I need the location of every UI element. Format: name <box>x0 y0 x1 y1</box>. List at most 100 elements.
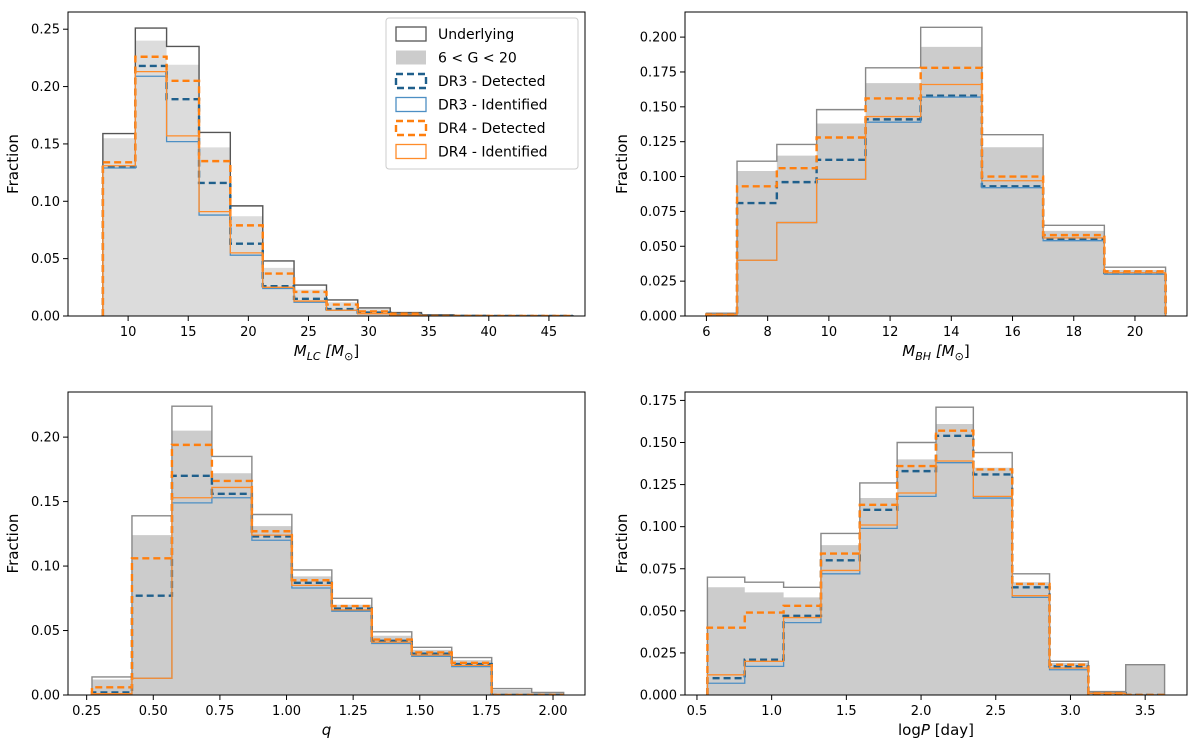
legend-swatch <box>396 50 426 65</box>
series-fill-6-g-20 <box>102 40 573 316</box>
plot-area <box>705 26 1167 316</box>
legend-item: DR4 - Identified <box>395 143 548 161</box>
x-tick-label: 1.75 <box>472 704 501 719</box>
x-tick-label: 6 <box>702 325 710 340</box>
plot-area <box>90 405 565 695</box>
x-axis-label: logP [day] <box>898 721 974 739</box>
series-step-dr4-detected <box>90 443 564 695</box>
legend-item: DR3 - Identified <box>395 96 548 114</box>
legend-item: DR4 - Detected <box>394 119 546 137</box>
x-tick-label: 12 <box>882 325 899 340</box>
y-tick-label: 0.175 <box>640 394 677 409</box>
x-tick-label: 14 <box>943 325 960 340</box>
plot-area <box>706 406 1166 695</box>
y-tick-label: 0.20 <box>31 80 60 95</box>
x-axis-label: q <box>322 721 332 739</box>
legend-box <box>385 17 579 170</box>
y-tick-label: 0.100 <box>640 520 677 535</box>
x-tick-label: 20 <box>240 325 257 340</box>
x-tick-label: 1.5 <box>836 704 857 719</box>
y-tick-label: 0.10 <box>31 560 60 575</box>
series-step-dr4-identified <box>91 486 564 695</box>
x-tick-label: 3.0 <box>1060 704 1081 719</box>
y-tick-label: 0.10 <box>31 195 60 210</box>
y-tick-label: 0.025 <box>640 646 677 661</box>
legend-label: DR3 - Detected <box>438 74 546 90</box>
y-tick-label: 0.000 <box>640 310 677 325</box>
y-tick-label: 0.125 <box>640 478 677 493</box>
y-tick-label: 0.00 <box>31 310 60 325</box>
series-step-dr3-detected <box>705 94 1167 316</box>
x-tick-label: 1.25 <box>339 704 368 719</box>
legend-swatch <box>395 26 427 42</box>
series-step-dr4-identified <box>705 83 1167 316</box>
series-step-underlying <box>705 26 1167 316</box>
x-tick-label: 30 <box>360 325 377 340</box>
x-tick-label: 45 <box>541 325 558 340</box>
series-step-dr4-detected <box>705 66 1167 316</box>
y-tick-label: 0.175 <box>640 65 677 80</box>
y-tick-label: 0.05 <box>31 252 60 267</box>
x-tick-label: 10 <box>120 325 137 340</box>
y-tick-label: 0.00 <box>31 689 60 704</box>
x-axis-label: MLC [M⊙] <box>294 342 359 363</box>
y-tick-label: 0.20 <box>31 431 60 446</box>
x-axis-label: MBH [M⊙] <box>902 342 969 363</box>
series-step-dr4-identified <box>706 460 1165 695</box>
y-tick-label: 0.150 <box>640 100 677 115</box>
x-tick-label: 40 <box>481 325 498 340</box>
x-tick-label: 25 <box>300 325 317 340</box>
x-tick-label: 18 <box>1065 325 1082 340</box>
y-tick-label: 0.25 <box>31 23 60 38</box>
legend-swatch <box>395 96 427 113</box>
legend-label: DR4 - Detected <box>438 121 546 137</box>
y-axis-label: Fraction <box>613 514 631 574</box>
x-tick-label: 0.50 <box>139 704 168 719</box>
x-tick-label: 0.5 <box>687 704 708 719</box>
panel-bottom-left: 0.25 0.50 0.75 1.00 1.25 1.50 1.75 2.00 0.00 0.05… <box>4 391 586 739</box>
legend: Underlying 6 < G < 20 DR3 - Detected DR3 - … <box>385 17 579 170</box>
y-tick-label: 0.15 <box>31 495 60 510</box>
legend-label: 6 < G < 20 <box>438 51 517 67</box>
x-tick-label: 1.50 <box>405 704 434 719</box>
x-tick-label: 8 <box>764 325 772 340</box>
legend-swatch <box>394 119 428 137</box>
axes-frame <box>684 391 1188 696</box>
y-tick-label: 0.000 <box>640 689 677 704</box>
legend-item: DR3 - Detected <box>394 72 546 90</box>
x-tick-label: 10 <box>821 325 838 340</box>
panel-top-right: 6 8 10 12 14 16 18 20 0.000 0.025 0.050 0.075 0.100 0… <box>613 11 1188 363</box>
y-tick-label: 0.075 <box>640 205 677 220</box>
legend-swatch <box>395 143 427 160</box>
legend-label: DR4 - Identified <box>438 145 548 161</box>
legend-swatch <box>394 72 428 90</box>
y-tick-label: 0.15 <box>31 137 60 152</box>
y-axis-label: Fraction <box>613 134 631 194</box>
x-tick-label: 0.25 <box>72 704 101 719</box>
legend-item: Underlying <box>395 26 514 43</box>
y-axis-label: Fraction <box>4 134 22 194</box>
legend-label: Underlying <box>438 27 514 43</box>
x-tick-label: 1.00 <box>272 704 301 719</box>
y-tick-label: 0.150 <box>640 436 677 451</box>
y-axis-label: Fraction <box>4 514 22 574</box>
x-tick-label: 1.0 <box>761 704 782 719</box>
x-tick-label: 2.0 <box>911 704 932 719</box>
series-fill-6-g-20 <box>707 423 1165 695</box>
series-step-dr4-identified <box>102 71 573 316</box>
x-tick-label: 0.75 <box>205 704 234 719</box>
x-tick-label: 3.5 <box>1135 704 1156 719</box>
x-tick-label: 35 <box>420 325 437 340</box>
series-fill-6-g-20 <box>706 46 1166 316</box>
series-step-dr3-detected <box>90 474 564 695</box>
x-tick-label: 2.5 <box>985 704 1006 719</box>
axes-frame <box>67 391 586 696</box>
panel-top-left: 10 15 20 25 30 35 40 45 0.00 0.05 0.10 0.15 0.20 0.25… <box>4 11 586 363</box>
y-tick-label: 0.025 <box>640 275 677 290</box>
legend-item: 6 < G < 20 <box>396 50 517 67</box>
y-tick-label: 0.100 <box>640 170 677 185</box>
y-tick-label: 0.200 <box>640 31 677 46</box>
y-tick-label: 0.125 <box>640 135 677 150</box>
axes-frame <box>684 11 1188 317</box>
